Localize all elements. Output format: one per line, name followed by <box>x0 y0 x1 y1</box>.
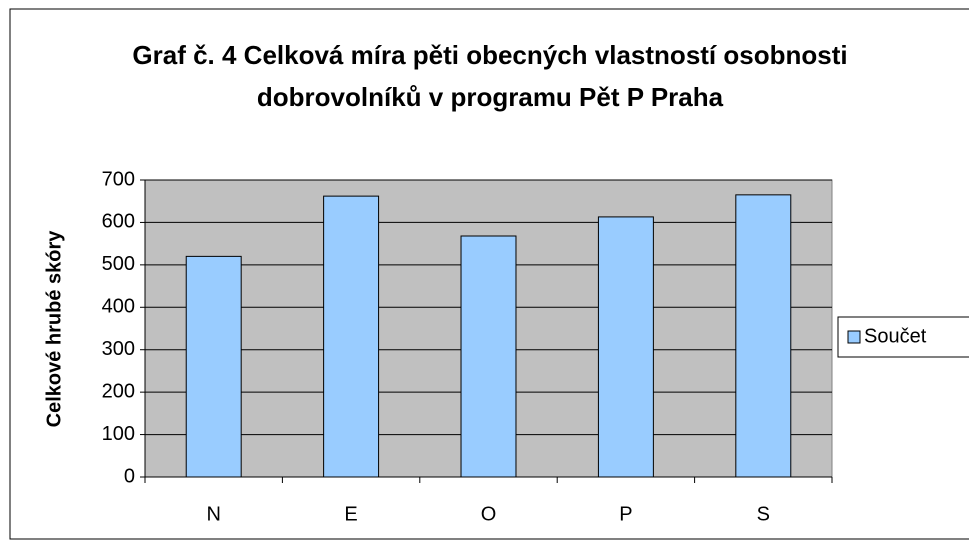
bar <box>597 216 654 478</box>
bar <box>323 195 380 478</box>
legend-label: Součet <box>864 325 927 347</box>
y-axis-label: Celkové hrubé skóry <box>43 230 65 428</box>
y-tick-label: 200 <box>102 380 135 402</box>
y-tick-label: 400 <box>102 296 135 318</box>
y-tick-label: 0 <box>124 465 135 487</box>
y-tick-label: 300 <box>102 338 135 360</box>
y-tick-label: 600 <box>102 211 135 233</box>
bar <box>460 235 517 478</box>
legend-swatch <box>847 330 861 344</box>
x-tick-label: P <box>619 503 632 525</box>
y-tick-label: 100 <box>102 423 135 445</box>
x-tick-label: E <box>344 503 357 525</box>
x-tick-label: S <box>757 503 770 525</box>
y-tick-label: 700 <box>102 168 135 190</box>
x-tick-label: O <box>481 503 497 525</box>
chart-title: Graf č. 4 Celková míra pěti obecných vla… <box>132 40 848 112</box>
y-tick-label: 500 <box>102 253 135 275</box>
x-tick-label: N <box>206 503 220 525</box>
bar <box>185 255 242 478</box>
bar <box>735 194 792 478</box>
